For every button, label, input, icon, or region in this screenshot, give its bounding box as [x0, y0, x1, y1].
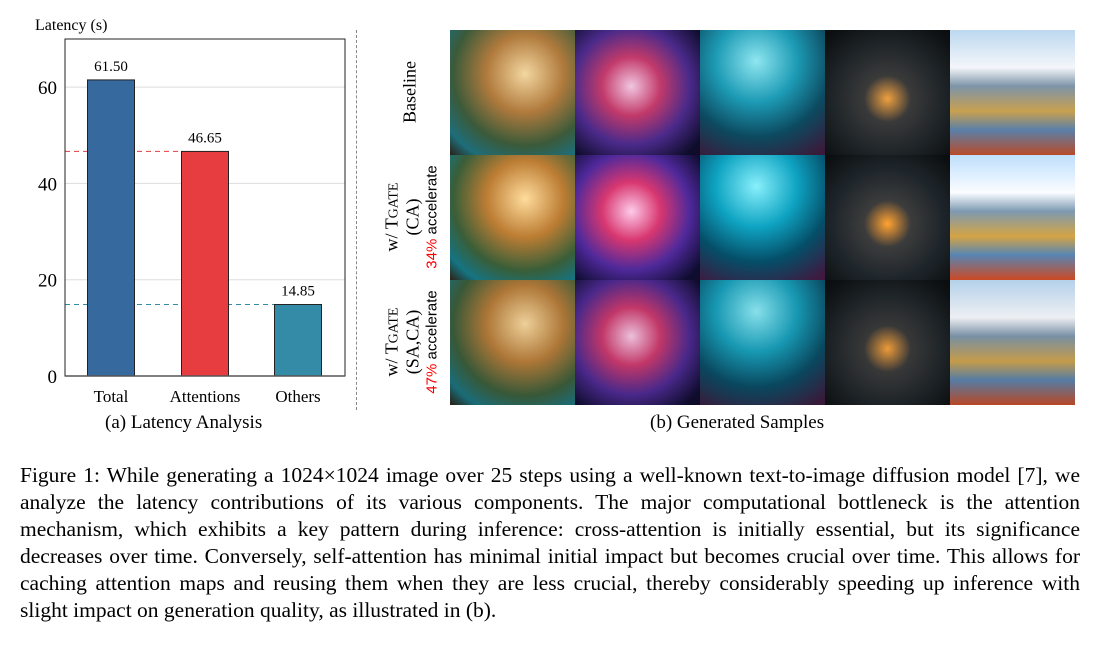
sample-image-dark-castle	[825, 155, 950, 280]
sample-image-nebula	[575, 155, 700, 280]
y-axis-label: Latency (s)	[35, 17, 107, 34]
row-label-tgate-ca: w/ TGATE (CA) 34% accelerate	[381, 155, 441, 280]
sample-image-mountain-stream	[950, 155, 1075, 280]
y-tick-label: 40	[38, 174, 57, 195]
x-tick-label: Total	[94, 387, 129, 406]
row-label-variant: (SA,CA)	[402, 309, 423, 375]
sample-image-nebula	[575, 280, 700, 405]
sample-image-palace-oasis	[450, 30, 575, 155]
bar-others	[274, 304, 322, 377]
panel-a-caption: (a) Latency Analysis	[105, 412, 263, 433]
sample-image-mountain-stream	[950, 280, 1075, 405]
row-label-text: Baseline	[399, 61, 420, 123]
accel-percent: 47%	[423, 363, 441, 394]
row-label-text: w/ T	[381, 343, 402, 377]
panel-divider	[356, 30, 357, 410]
value-label: 46.65	[188, 130, 222, 146]
panel-b-caption: (b) Generated Samples	[650, 412, 825, 433]
latency-bar-chart: 0 20 40 60 61.50 Total 46.65 Attentions 14.85 Oth…	[35, 17, 346, 406]
figure-caption: Figure 1: While generating a 1024×1024 i…	[20, 463, 1080, 622]
y-tick-label: 0	[48, 367, 58, 388]
accel-text: accelerate	[423, 290, 441, 364]
accel-percent: 34%	[423, 238, 441, 269]
x-tick-label: Others	[275, 387, 320, 406]
sample-image-nebula	[575, 30, 700, 155]
sample-image-palace-oasis	[450, 280, 575, 405]
sample-image-mountain-stream	[950, 30, 1075, 155]
x-tick-label: Attentions	[170, 387, 241, 406]
tgate-smallcaps: GATE	[386, 182, 402, 219]
bar-total	[87, 79, 135, 377]
y-tick-label: 20	[38, 271, 57, 292]
row-label-text: w/ T	[381, 218, 402, 252]
row-label-tgate-sa-ca: w/ TGATE (SA,CA) 47% accelerate	[381, 280, 441, 405]
sample-image-palace-oasis	[450, 155, 575, 280]
y-tick-label: 60	[38, 78, 57, 99]
bar-attentions	[181, 150, 229, 377]
tgate-smallcaps: GATE	[386, 307, 402, 344]
sample-image-grid	[450, 30, 1075, 405]
sample-image-underwater-reef	[700, 155, 825, 280]
row-label-variant: (CA)	[402, 198, 423, 236]
sample-image-underwater-reef	[700, 30, 825, 155]
value-label: 61.50	[94, 59, 128, 75]
value-label: 14.85	[281, 284, 315, 300]
sample-image-dark-castle	[825, 280, 950, 405]
sample-image-underwater-reef	[700, 280, 825, 405]
accel-text: accelerate	[423, 165, 441, 239]
row-label-baseline: Baseline	[383, 30, 439, 155]
sample-image-dark-castle	[825, 30, 950, 155]
